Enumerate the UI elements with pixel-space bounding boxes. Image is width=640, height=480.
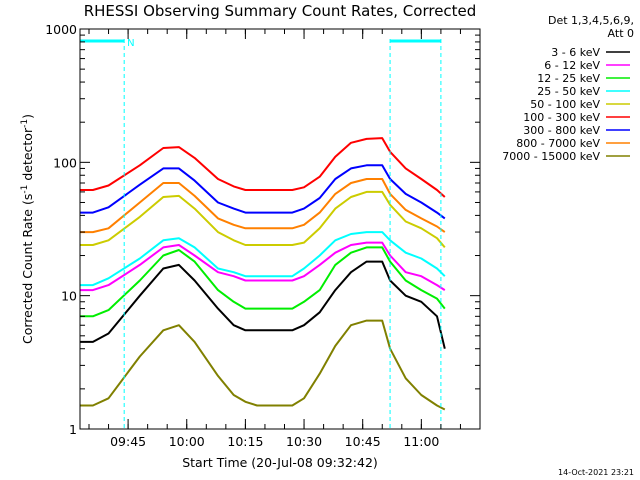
legend-label-7000-15000-kev: 7000 - 15000 keV bbox=[502, 150, 600, 163]
y-axis-label-suffix: ) bbox=[20, 114, 35, 119]
y-axis-label-sup1: -1 bbox=[20, 185, 30, 194]
y-tick-label: 10 bbox=[61, 289, 77, 304]
x-tick-label: 09:45 bbox=[110, 434, 146, 449]
legend-label-300-800-kev: 300 - 800 keV bbox=[523, 124, 600, 137]
legend-label-6-12-kev: 6 - 12 keV bbox=[544, 59, 600, 72]
legend-label-800-7000-kev: 800 - 7000 keV bbox=[516, 137, 600, 150]
series-line-25-50-kev bbox=[80, 231, 446, 287]
legend-label-12-25-kev: 12 - 25 keV bbox=[537, 72, 600, 85]
y-axis-label-middle: detector bbox=[20, 127, 35, 185]
x-tick-label: 10:45 bbox=[345, 434, 381, 449]
legend-label-3-6-kev: 3 - 6 keV bbox=[551, 46, 600, 59]
x-axis-label: Start Time (20-Jul-08 09:32:42) bbox=[182, 455, 378, 470]
y-axis-label-prefix: Corrected Count Rate (s bbox=[20, 194, 35, 344]
chart-title: RHESSI Observing Summary Count Rates, Co… bbox=[84, 2, 477, 20]
legend-label-50-100-kev: 50 - 100 keV bbox=[530, 98, 600, 111]
y-tick-label: 1000 bbox=[45, 22, 77, 37]
legend-label-25-50-kev: 25 - 50 keV bbox=[537, 85, 600, 98]
flag-overlay: N bbox=[80, 38, 442, 429]
x-tick-label: 10:30 bbox=[286, 434, 322, 449]
y-axis-label-sup2: -1 bbox=[20, 119, 30, 128]
timestamp: 14-Oct-2021 23:21 bbox=[558, 468, 634, 477]
y-tick-label: 100 bbox=[53, 155, 77, 170]
y-axis-label: Corrected Count Rate (s-1 detector-1) bbox=[20, 114, 35, 344]
x-tick-label: 11:00 bbox=[403, 434, 439, 449]
x-tick-label: 10:15 bbox=[227, 434, 263, 449]
legend-label-100-300-kev: 100 - 300 keV bbox=[523, 111, 600, 124]
legend-header-line-2: Att 0 bbox=[608, 27, 634, 40]
legend-header-line-1: Det 1,3,4,5,6,9, bbox=[548, 14, 634, 27]
x-tick-label: 10:00 bbox=[169, 434, 205, 449]
flag-label: N bbox=[127, 38, 134, 49]
x-axis: 09:45 10:00 10:15 10:30 10:45 11:00 bbox=[88, 29, 481, 449]
series-line-50-100-kev bbox=[80, 190, 446, 249]
y-axis: 1 10 100 1000 bbox=[45, 22, 480, 437]
plot-frame bbox=[79, 28, 481, 430]
series-line-12-25-kev bbox=[80, 246, 446, 318]
series-line-6-12-kev bbox=[80, 241, 446, 292]
y-tick-label: 1 bbox=[69, 422, 77, 437]
